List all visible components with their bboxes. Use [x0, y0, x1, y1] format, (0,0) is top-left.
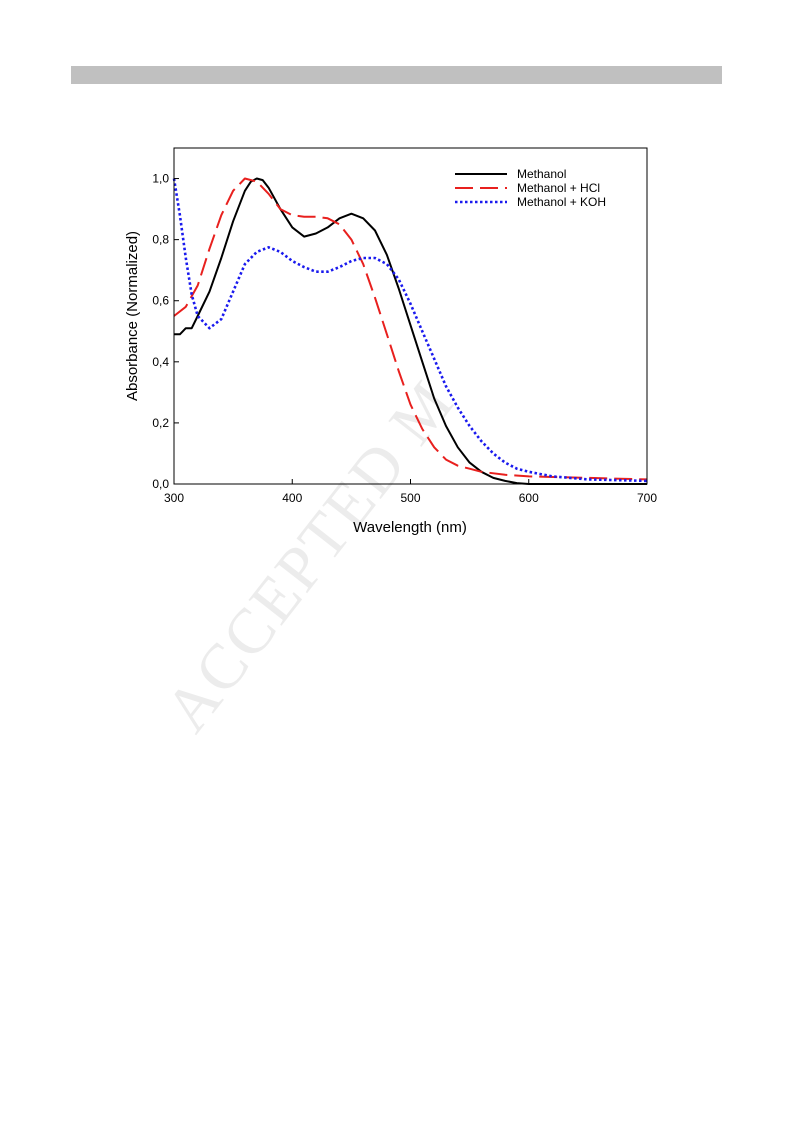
series-methanol-hcl-line — [173, 177, 648, 481]
legend-label: Methanol — [517, 167, 566, 181]
x-tick-label: 300 — [164, 491, 184, 505]
series-methanol-koh-line — [172, 178, 648, 483]
x-axis-label: Wavelength (nm) — [353, 519, 467, 536]
y-tick-label: 0,8 — [152, 233, 169, 247]
series-methanol-line — [174, 177, 647, 485]
y-tick-label: 0,2 — [152, 416, 169, 430]
x-tick-label: 600 — [519, 491, 539, 505]
header-bar — [71, 66, 722, 84]
y-tick-label: 1,0 — [152, 172, 169, 186]
x-tick-label: 400 — [282, 491, 302, 505]
chart: 300 400 500 600 700 0,0 0,2 0,4 0,6 0,8 1,0 Wavele… — [110, 130, 670, 550]
x-tick-label: 700 — [637, 491, 657, 505]
legend-label: Methanol + KOH — [517, 195, 606, 209]
legend-label: Methanol + HCl — [517, 181, 600, 195]
chart-svg: 300 400 500 600 700 0,0 0,2 0,4 0,6 0,8 1,0 Wavele… — [124, 147, 657, 536]
y-tick-label: 0,4 — [152, 355, 169, 369]
y-tick-label: 0,0 — [152, 477, 169, 491]
ticks-layer: 300 400 500 600 700 0,0 0,2 0,4 0,6 0,8 1,0 — [152, 172, 657, 505]
y-axis-label: Absorbance (Normalized) — [124, 231, 141, 401]
y-tick-label: 0,6 — [152, 294, 169, 308]
x-tick-label: 500 — [400, 491, 420, 505]
plot-layer — [172, 177, 648, 485]
